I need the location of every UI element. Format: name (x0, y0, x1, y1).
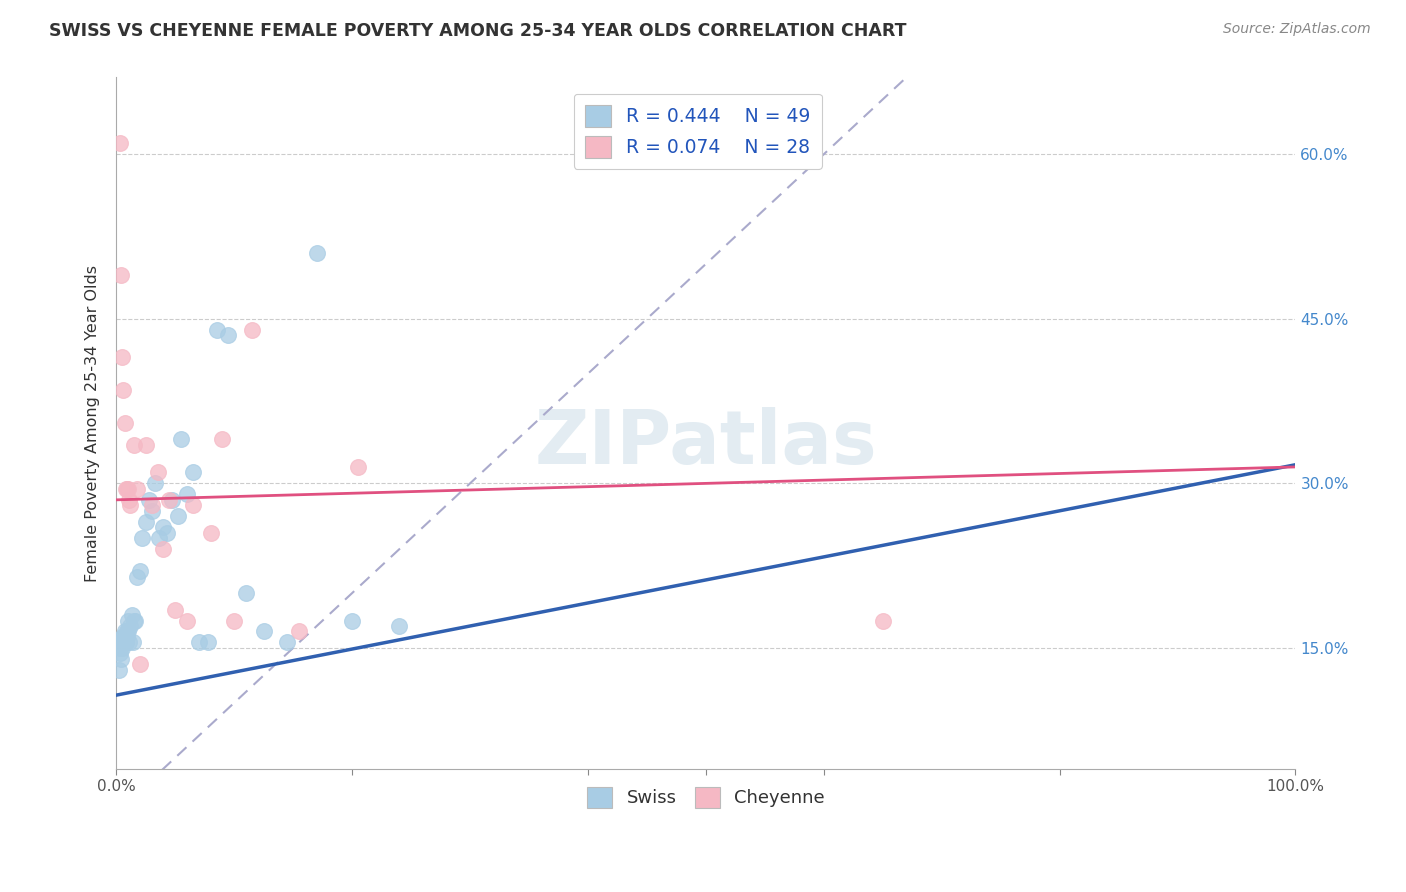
Point (181, 466, 204, 480)
Point (181, 499, 204, 513)
Point (141, 504, 163, 518)
Point (235, 586, 257, 600)
Point (872, 614, 894, 628)
Point (114, 635, 136, 649)
Point (127, 569, 149, 583)
Point (120, 499, 142, 513)
Text: Source: ZipAtlas.com: Source: ZipAtlas.com (1223, 22, 1371, 37)
Point (114, 416, 136, 430)
Point (131, 531, 153, 545)
Point (135, 438, 157, 452)
Point (253, 624, 276, 639)
Point (176, 487, 198, 501)
Point (305, 246, 328, 260)
Point (388, 619, 411, 633)
Point (114, 635, 136, 649)
Point (112, 635, 135, 649)
Text: SWISS VS CHEYENNE FEMALE POVERTY AMONG 25-34 YEAR OLDS CORRELATION CHART: SWISS VS CHEYENNE FEMALE POVERTY AMONG 2… (49, 22, 907, 40)
Point (152, 520, 174, 534)
Point (288, 624, 311, 639)
Point (107, 663, 129, 677)
Point (276, 635, 298, 649)
Point (148, 531, 170, 545)
Point (115, 624, 138, 639)
Point (114, 635, 136, 649)
Point (122, 438, 145, 452)
Point (165, 602, 187, 616)
Point (122, 614, 145, 628)
Point (111, 635, 134, 649)
Point (128, 657, 150, 672)
Point (124, 614, 146, 628)
Point (166, 509, 188, 524)
Point (197, 635, 219, 649)
Point (146, 466, 169, 480)
Point (117, 614, 139, 628)
Point (152, 542, 174, 557)
Point (160, 492, 183, 507)
Point (111, 350, 134, 364)
Point (135, 515, 157, 529)
Point (110, 652, 132, 666)
Point (121, 608, 143, 623)
Point (156, 525, 179, 540)
Point (224, 614, 246, 628)
Point (347, 459, 370, 474)
Point (205, 323, 228, 337)
Point (114, 624, 136, 639)
Y-axis label: Female Poverty Among 25-34 Year Olds: Female Poverty Among 25-34 Year Olds (86, 265, 100, 582)
Point (176, 614, 198, 628)
Point (141, 499, 163, 513)
Point (117, 624, 139, 639)
Point (111, 640, 134, 655)
Point (112, 383, 135, 397)
Text: ZIPatlas: ZIPatlas (534, 408, 877, 480)
Point (217, 328, 239, 343)
Point (117, 482, 139, 496)
Point (200, 525, 222, 540)
Point (120, 619, 142, 633)
Point (211, 433, 233, 447)
Point (112, 630, 135, 644)
Point (128, 564, 150, 578)
Point (118, 635, 141, 649)
Point (108, 136, 131, 151)
Point (110, 635, 132, 649)
Point (121, 635, 143, 649)
Point (111, 630, 134, 644)
Point (114, 482, 136, 496)
Point (108, 640, 131, 655)
Point (157, 492, 180, 507)
Point (240, 323, 263, 337)
Point (143, 476, 166, 491)
Point (110, 268, 132, 282)
Point (108, 647, 131, 661)
Point (340, 614, 363, 628)
Point (170, 433, 193, 447)
Point (115, 482, 138, 496)
Point (187, 635, 209, 649)
Legend: Swiss, Cheyenne: Swiss, Cheyenne (579, 780, 832, 815)
Point (118, 492, 141, 507)
Point (127, 482, 149, 496)
Point (115, 630, 138, 644)
Point (138, 492, 160, 507)
